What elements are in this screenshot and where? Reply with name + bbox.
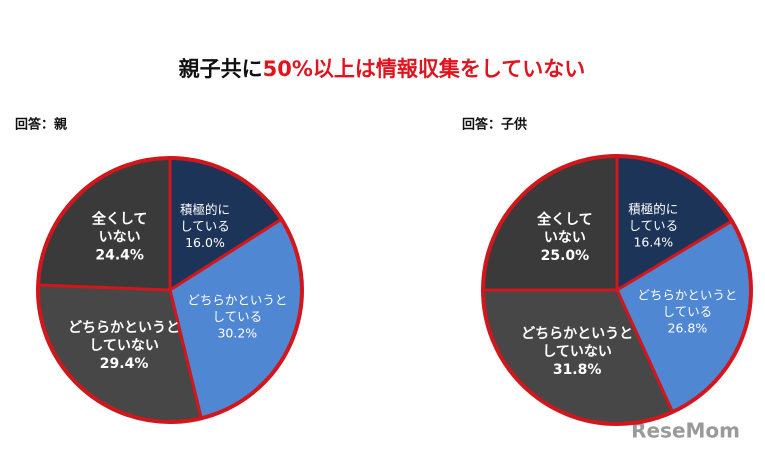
title-part: 50%以上は情報収集をしていない: [263, 57, 586, 81]
slice-label: 全くしていない 24.4%: [91, 211, 148, 264]
slice-category: どちらかというと: [68, 320, 180, 336]
slice-label: どちらかというとしている 30.2%: [187, 292, 287, 340]
slice-category: 全くして: [536, 211, 593, 228]
pie-label: 回答：子供: [462, 117, 527, 133]
title: 親子共に50%以上は情報収集をしていない: [179, 57, 586, 81]
slice-value: 26.8%: [668, 320, 708, 335]
slice-value: 16.0%: [185, 234, 225, 249]
slice-value: 24.4%: [95, 248, 144, 264]
slice-category: どちらかというと: [521, 326, 633, 342]
slice-category: 積極的に: [628, 201, 678, 216]
slice-label: どちらかというとしていない 31.8%: [521, 326, 633, 378]
slice-label: 積極的にしている 16.4%: [628, 201, 678, 249]
slice-category: いない: [99, 230, 141, 246]
slice-value: 16.4%: [633, 234, 673, 249]
pie-label: 回答：親: [15, 117, 67, 133]
slice-category: していない: [89, 338, 159, 354]
slice-value: 30.2%: [217, 325, 257, 340]
slice-value: 31.8%: [553, 362, 602, 378]
slice-category: どちらかというと: [187, 292, 287, 307]
title-part: 親子共に: [179, 57, 263, 81]
pie-outline: [36, 156, 304, 424]
slice-category: 積極的に: [180, 201, 230, 216]
slice-label: 全くしていない 25.0%: [536, 211, 593, 264]
pie-outline: [481, 154, 753, 426]
slice-label: どちらかというとしている 26.8%: [637, 287, 737, 335]
slice-label: どちらかというとしていない 29.4%: [68, 320, 180, 372]
slice-category: いない: [544, 230, 586, 246]
slice-category: している: [628, 217, 678, 232]
slice-category: 全くして: [91, 211, 148, 228]
slice-value: 25.0%: [541, 248, 590, 264]
slice-label: 積極的にしている 16.0%: [180, 201, 230, 249]
watermark: ReseMom: [631, 419, 740, 443]
slice-category: している: [663, 303, 713, 318]
slice-category: している: [180, 218, 230, 233]
slice-category: どちらかというと: [637, 287, 737, 302]
slice-value: 29.4%: [100, 356, 149, 372]
slice-category: している: [213, 309, 263, 324]
slice-category: していない: [542, 344, 612, 360]
